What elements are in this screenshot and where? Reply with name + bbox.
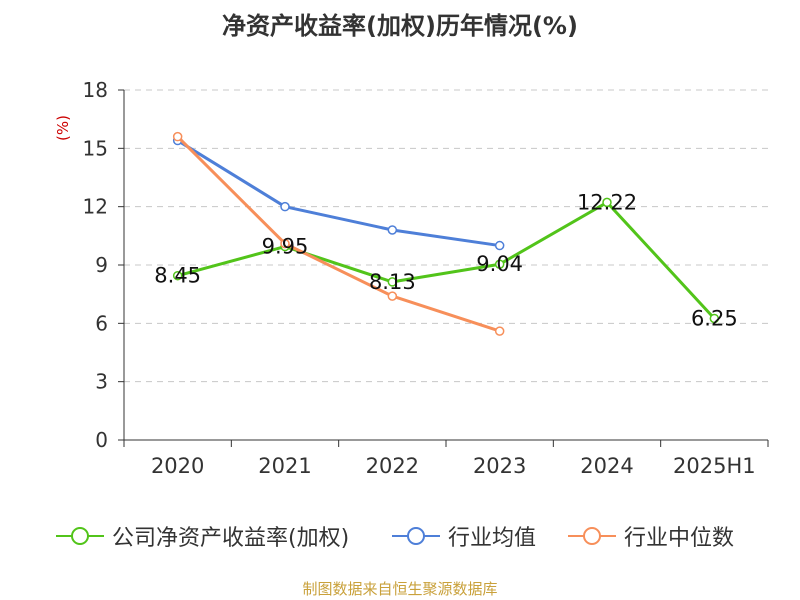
data-point: [387, 277, 398, 287]
data-label: 6.25: [691, 306, 738, 330]
data-label: 9.95: [262, 235, 309, 259]
grid-lines: [124, 89, 768, 383]
data-point: [602, 197, 612, 208]
x-tick-label: 2022: [366, 454, 419, 478]
axes: 0 3 6 9 12 15 18 (%) 2020 2021 2022 2023 2024 2025H1: [54, 78, 769, 478]
y-tick-label: 12: [83, 195, 108, 219]
y-tick-label: 3: [95, 370, 108, 394]
x-tick-label: 2021: [258, 454, 311, 478]
series-line-1: [176, 139, 500, 248]
data-label: 12.22: [577, 190, 637, 214]
x-tick-label: 2025H1: [673, 454, 756, 478]
data-point: [172, 270, 183, 281]
data-point: [172, 131, 183, 142]
chart-title: 净资产收益率(加权)历年情况(%): [222, 12, 578, 40]
legend-marker-icon: [392, 527, 440, 545]
series-line-0: [177, 200, 716, 320]
y-axis-unit-label: (%): [54, 115, 72, 141]
y-tick-label: 15: [83, 136, 108, 160]
y-tick-label: 9: [95, 253, 108, 277]
data-label: 8.45: [154, 264, 201, 288]
data-label: 9.04: [476, 252, 523, 276]
y-tick-label: 0: [95, 428, 108, 452]
x-tick-label: 2020: [151, 454, 204, 478]
legend-label: 行业中位数: [624, 526, 735, 551]
legend-label: 行业均值: [448, 526, 537, 551]
legend-marker-icon: [568, 527, 616, 545]
y-tick-label: 18: [83, 78, 108, 102]
x-tick-label: 2023: [473, 454, 526, 478]
legend-item-company-roe[interactable]: 公司净资产收益率(加权): [56, 520, 349, 552]
data-point: [709, 313, 720, 324]
y-tick-label: 6: [95, 311, 108, 335]
data-point: [280, 201, 290, 212]
series-line-2: [176, 135, 501, 333]
data-source-note: 制图数据来自恒生聚源数据库: [302, 580, 498, 598]
x-tick-label: 2024: [580, 454, 633, 478]
legend-item-industry-median[interactable]: 行业中位数: [568, 520, 734, 552]
data-point: [280, 238, 290, 249]
data-point: [387, 291, 398, 301]
legend-item-industry-mean[interactable]: 行业均值: [392, 520, 536, 552]
data-point: [494, 326, 505, 336]
series-lines: [172, 131, 720, 336]
data-point: [387, 225, 398, 235]
data-point: [494, 240, 505, 251]
legend-label: 公司净资产收益率(加权): [112, 526, 350, 551]
data-label: 8.13: [369, 270, 416, 294]
data-point: [494, 259, 505, 269]
legend-marker-icon: [56, 527, 104, 545]
data-labels: 8.45 9.95 8.13 9.04 12.22 6.25: [154, 190, 737, 330]
